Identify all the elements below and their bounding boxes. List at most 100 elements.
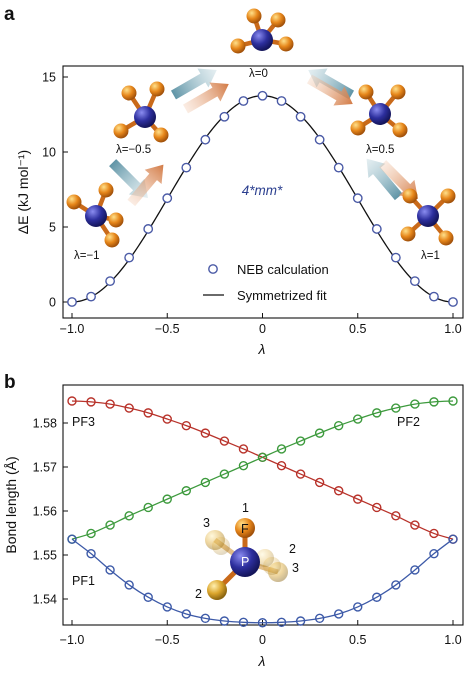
point-pf2 <box>314 428 325 438</box>
phosphorus-atom <box>417 205 439 227</box>
atom-number-2-right: 2 <box>289 542 296 556</box>
point-pf3 <box>314 477 325 488</box>
neb-point <box>448 297 458 307</box>
structure-label-lambda-1: λ=1 <box>421 250 440 262</box>
point-pf1 <box>448 534 458 544</box>
point-pf3 <box>429 528 439 539</box>
point-pf2 <box>200 477 211 488</box>
point-pf3 <box>86 397 96 407</box>
structure-label-lambda-0: λ=0 <box>249 68 268 80</box>
pf4-molecule-lambda-1 <box>400 188 456 246</box>
panel-a-y-tick-label: 15 <box>42 71 56 85</box>
point-pf1 <box>391 580 401 590</box>
point-pf3 <box>200 428 211 438</box>
phosphorus-atom <box>85 205 107 227</box>
point-pf1 <box>334 609 344 619</box>
fluorine-atom <box>98 182 114 198</box>
point-pf2 <box>334 420 344 431</box>
point-pf1 <box>372 592 382 602</box>
fluorine-atom <box>350 120 366 136</box>
panel-b-x-tick-label: −1.0 <box>60 633 85 647</box>
panel-a-y-axis-label: ΔE (kJ mol⁻¹) <box>15 150 31 234</box>
fluorine-atom-2 <box>207 580 227 600</box>
legend-neb-marker <box>208 264 218 274</box>
fluorine-atom <box>104 232 120 248</box>
legend-neb-label: NEB calculation <box>237 262 329 277</box>
point-pf3 <box>124 403 134 413</box>
point-pf2 <box>372 408 382 418</box>
phosphorus-atom <box>230 547 260 577</box>
neb-point <box>162 193 173 204</box>
point-pf2 <box>238 460 249 471</box>
neb-point <box>276 96 287 106</box>
panel-a-x-tick-label: 0.5 <box>349 322 366 336</box>
point-pf1 <box>86 548 96 559</box>
structure-label-lambda-0.5: λ=0.5 <box>366 144 394 156</box>
point-pf1 <box>219 616 230 626</box>
fluorine-atom <box>400 226 416 242</box>
point-pf1 <box>353 602 363 612</box>
point-pf2 <box>353 414 363 424</box>
neb-point <box>86 291 96 302</box>
structure-label-lambda-minus-0.5: λ=−0.5 <box>116 144 151 156</box>
point-pf1 <box>238 617 249 628</box>
series-label-pf1: PF1 <box>72 574 95 588</box>
point-pf3 <box>105 399 115 409</box>
pf4-molecule-lambda-minus-0.5 <box>113 81 169 143</box>
neb-point <box>314 134 325 145</box>
point-pf3 <box>238 444 249 454</box>
panel-b-y-tick-label: 1.58 <box>33 417 57 431</box>
panel-a-x-tick-label: 1.0 <box>444 322 461 336</box>
panel-b-y-axis-label: Bond length (Å) <box>3 456 19 553</box>
panel-b-y-tick-label: 1.56 <box>33 505 57 519</box>
atom-number-3-left: 3 <box>203 516 210 530</box>
fluorine-atom <box>402 188 418 204</box>
panel-b-y-tick-label: 1.55 <box>33 549 57 563</box>
point-pf3 <box>391 511 401 521</box>
bond-length-series <box>67 396 458 628</box>
point-pf2 <box>257 452 268 463</box>
point-pf2 <box>86 528 96 539</box>
neb-point <box>429 291 439 302</box>
fluorine-atom <box>121 85 137 101</box>
point-pf1 <box>314 613 325 624</box>
neb-point <box>67 297 77 307</box>
arrow-blue-left-upper <box>170 68 217 100</box>
point-pf3 <box>295 469 306 479</box>
point-pf1 <box>105 565 115 575</box>
fluorine-atom <box>358 84 374 100</box>
panel-b-x-tick-label: 1.0 <box>444 633 461 647</box>
fluorine-atom <box>270 12 286 28</box>
fluorine-atom <box>390 84 406 100</box>
point-pf3 <box>162 414 172 424</box>
fluorine-atom <box>113 123 129 139</box>
point-pf2 <box>391 403 401 413</box>
neb-point <box>409 276 420 287</box>
arrow-blue-right-lower <box>366 158 403 201</box>
pf4-molecule-lambda-0.5 <box>350 84 408 138</box>
fluorine-atom <box>440 188 456 204</box>
panel-a-x-tick-label: −0.5 <box>155 322 180 336</box>
series-label-pf3: PF3 <box>72 415 95 429</box>
neb-point <box>295 111 306 122</box>
neb-point <box>371 224 382 234</box>
phosphorus-atom <box>134 106 156 128</box>
point-pf1 <box>67 534 77 544</box>
phosphorus-atom <box>369 103 391 125</box>
fluorine-atom <box>153 127 169 143</box>
neb-point <box>257 90 268 101</box>
neb-point <box>238 96 249 106</box>
fluorine-atom <box>246 8 262 24</box>
point-pf2 <box>124 511 134 521</box>
point-pf3 <box>67 396 77 406</box>
panel-a-legend: NEB calculation Symmetrized fit <box>203 262 329 303</box>
symmetry-label: 4*mm* <box>242 183 283 198</box>
point-pf2 <box>162 494 172 504</box>
point-pf1 <box>181 609 192 619</box>
phosphorus-label: P <box>241 555 249 569</box>
point-pf1 <box>429 548 439 559</box>
neb-point <box>200 134 211 145</box>
fluorine-atom-1 <box>235 518 255 538</box>
point-pf3 <box>353 494 363 504</box>
